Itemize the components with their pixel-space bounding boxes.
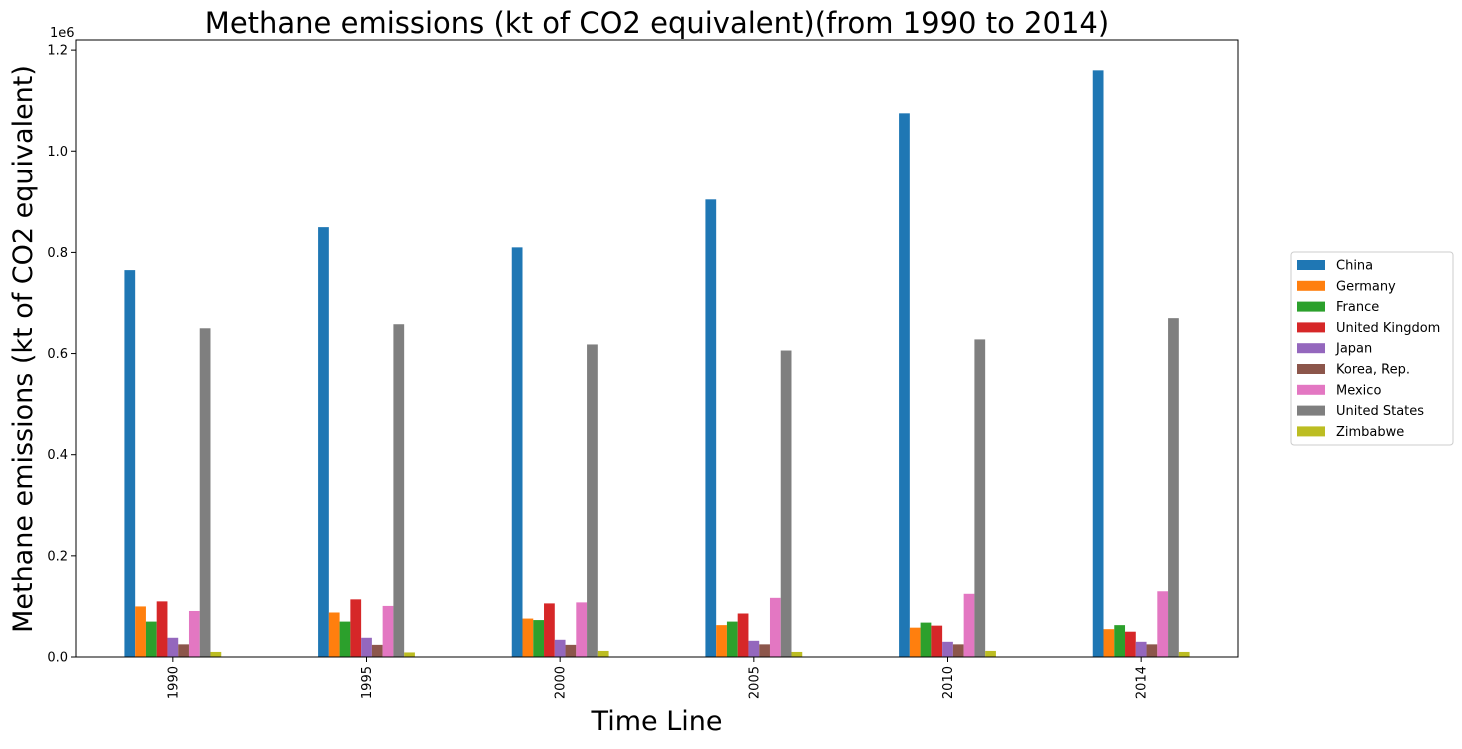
bar-china-1995 bbox=[318, 227, 329, 657]
y-axis: 0.0 0.2 0.4 0.6 0.8 1.0 1.2 bbox=[47, 44, 76, 666]
bar-mexico-1995 bbox=[382, 605, 394, 657]
legend-label: China bbox=[1336, 259, 1373, 274]
legend: China Germany France United Kingdom Japan Kor… bbox=[1290, 251, 1454, 446]
bar-united-states-2005 bbox=[780, 350, 792, 657]
bar-germany-1995 bbox=[328, 612, 340, 657]
bar-united-states-1995 bbox=[393, 324, 405, 657]
bar-france-1995 bbox=[339, 621, 351, 657]
bar-korea-rep-2010 bbox=[952, 644, 964, 657]
bar-france-2014 bbox=[1114, 625, 1126, 657]
bar-united-kingdom-2005 bbox=[737, 613, 749, 657]
y-tick-label: 0.6 bbox=[47, 347, 68, 362]
bar-japan-2014 bbox=[1135, 641, 1147, 657]
bar-japan-2000 bbox=[554, 639, 566, 657]
bar-france-2005 bbox=[726, 621, 738, 657]
bar-mexico-1990 bbox=[188, 610, 200, 657]
bar-zimbabwe-1995 bbox=[404, 652, 415, 657]
bar-china-2005 bbox=[705, 199, 717, 657]
bar-germany-2005 bbox=[716, 625, 727, 657]
bar-zimbabwe-2005 bbox=[791, 651, 803, 657]
legend-label: United Kingdom bbox=[1336, 321, 1440, 336]
plot-area-frame bbox=[75, 39, 1239, 658]
bar-germany-2014 bbox=[1103, 629, 1115, 657]
bar-korea-rep-2000 bbox=[565, 644, 577, 657]
bar-china-1990 bbox=[124, 270, 136, 657]
bar-japan-1990 bbox=[167, 637, 179, 657]
y-axis-label: Methane emissions (kt of CO2 equivalent) bbox=[8, 65, 39, 633]
x-axis-label: Time Line bbox=[591, 706, 723, 737]
y-tick-label: 1.0 bbox=[47, 145, 68, 160]
x-tick-label: 2000 bbox=[554, 666, 569, 699]
bar-mexico-2005 bbox=[769, 597, 781, 657]
legend-swatch bbox=[1297, 301, 1325, 312]
bar-mexico-2000 bbox=[576, 602, 588, 657]
bar-united-states-2014 bbox=[1168, 318, 1179, 657]
bar-united-states-1990 bbox=[199, 328, 211, 657]
legend-label: France bbox=[1336, 300, 1379, 315]
bar-zimbabwe-2014 bbox=[1178, 651, 1190, 657]
bars-group bbox=[124, 70, 1190, 658]
bar-united-kingdom-2000 bbox=[544, 603, 555, 657]
bar-united-states-2010 bbox=[974, 339, 986, 657]
bar-korea-rep-2014 bbox=[1146, 644, 1158, 657]
bar-mexico-2014 bbox=[1157, 591, 1169, 657]
legend-swatch bbox=[1297, 322, 1325, 333]
bar-japan-1995 bbox=[361, 637, 372, 657]
bar-united-kingdom-1990 bbox=[156, 601, 168, 657]
bar-germany-2010 bbox=[909, 627, 921, 657]
legend-swatch bbox=[1297, 426, 1325, 437]
legend-swatch bbox=[1297, 364, 1325, 374]
y-axis-offset-label: 1e6 bbox=[50, 26, 75, 41]
bar-united-kingdom-1995 bbox=[350, 599, 362, 657]
chart-title: Methane emissions (kt of CO2 equivalent)… bbox=[205, 6, 1109, 40]
bar-france-1990 bbox=[145, 621, 157, 657]
y-tick-label: 1.2 bbox=[47, 44, 68, 59]
x-tick-label: 2005 bbox=[747, 666, 762, 699]
legend-label: Germany bbox=[1336, 279, 1396, 294]
bar-mexico-2010 bbox=[963, 593, 975, 657]
bar-germany-1990 bbox=[135, 606, 146, 657]
x-tick-label: 1995 bbox=[360, 666, 375, 699]
legend-swatch bbox=[1297, 343, 1325, 354]
y-tick-label: 0.8 bbox=[47, 246, 68, 261]
bar-united-kingdom-2014 bbox=[1125, 631, 1136, 657]
legend-swatch bbox=[1297, 405, 1325, 416]
legend-label: Korea, Rep. bbox=[1336, 363, 1410, 378]
bar-korea-rep-1990 bbox=[178, 644, 189, 657]
bar-germany-2000 bbox=[522, 618, 534, 657]
bar-china-2000 bbox=[511, 247, 523, 657]
legend-swatch bbox=[1297, 260, 1325, 270]
bar-china-2014 bbox=[1092, 70, 1104, 658]
bar-united-states-2000 bbox=[587, 344, 598, 657]
legend-label: United States bbox=[1336, 404, 1424, 419]
legend-swatch bbox=[1297, 384, 1325, 395]
bar-zimbabwe-1990 bbox=[210, 651, 222, 657]
bar-france-2000 bbox=[533, 620, 545, 657]
bar-china-2010 bbox=[899, 113, 910, 657]
bar-france-2010 bbox=[920, 622, 932, 657]
bar-united-kingdom-2010 bbox=[931, 625, 943, 657]
legend-label: Mexico bbox=[1336, 383, 1381, 398]
bar-japan-2010 bbox=[942, 641, 953, 657]
legend-frame bbox=[1290, 251, 1454, 446]
legend-label: Japan bbox=[1335, 342, 1372, 357]
x-tick-label: 2014 bbox=[1135, 666, 1150, 699]
y-tick-label: 0.4 bbox=[47, 448, 68, 463]
x-tick-label: 2010 bbox=[941, 666, 956, 699]
bar-zimbabwe-2010 bbox=[985, 650, 996, 657]
bar-korea-rep-2005 bbox=[759, 644, 770, 657]
bar-zimbabwe-2000 bbox=[597, 650, 609, 657]
bar-japan-2005 bbox=[748, 640, 760, 657]
x-tick-label: 1990 bbox=[166, 666, 181, 699]
bar-korea-rep-1995 bbox=[371, 644, 383, 657]
legend-label: Zimbabwe bbox=[1336, 425, 1404, 440]
y-tick-label: 0.2 bbox=[47, 549, 68, 564]
x-axis: 1990 1995 2000 2005 2010 2014 bbox=[166, 657, 1150, 699]
legend-swatch bbox=[1297, 280, 1325, 291]
y-tick-label: 0.0 bbox=[47, 651, 68, 666]
